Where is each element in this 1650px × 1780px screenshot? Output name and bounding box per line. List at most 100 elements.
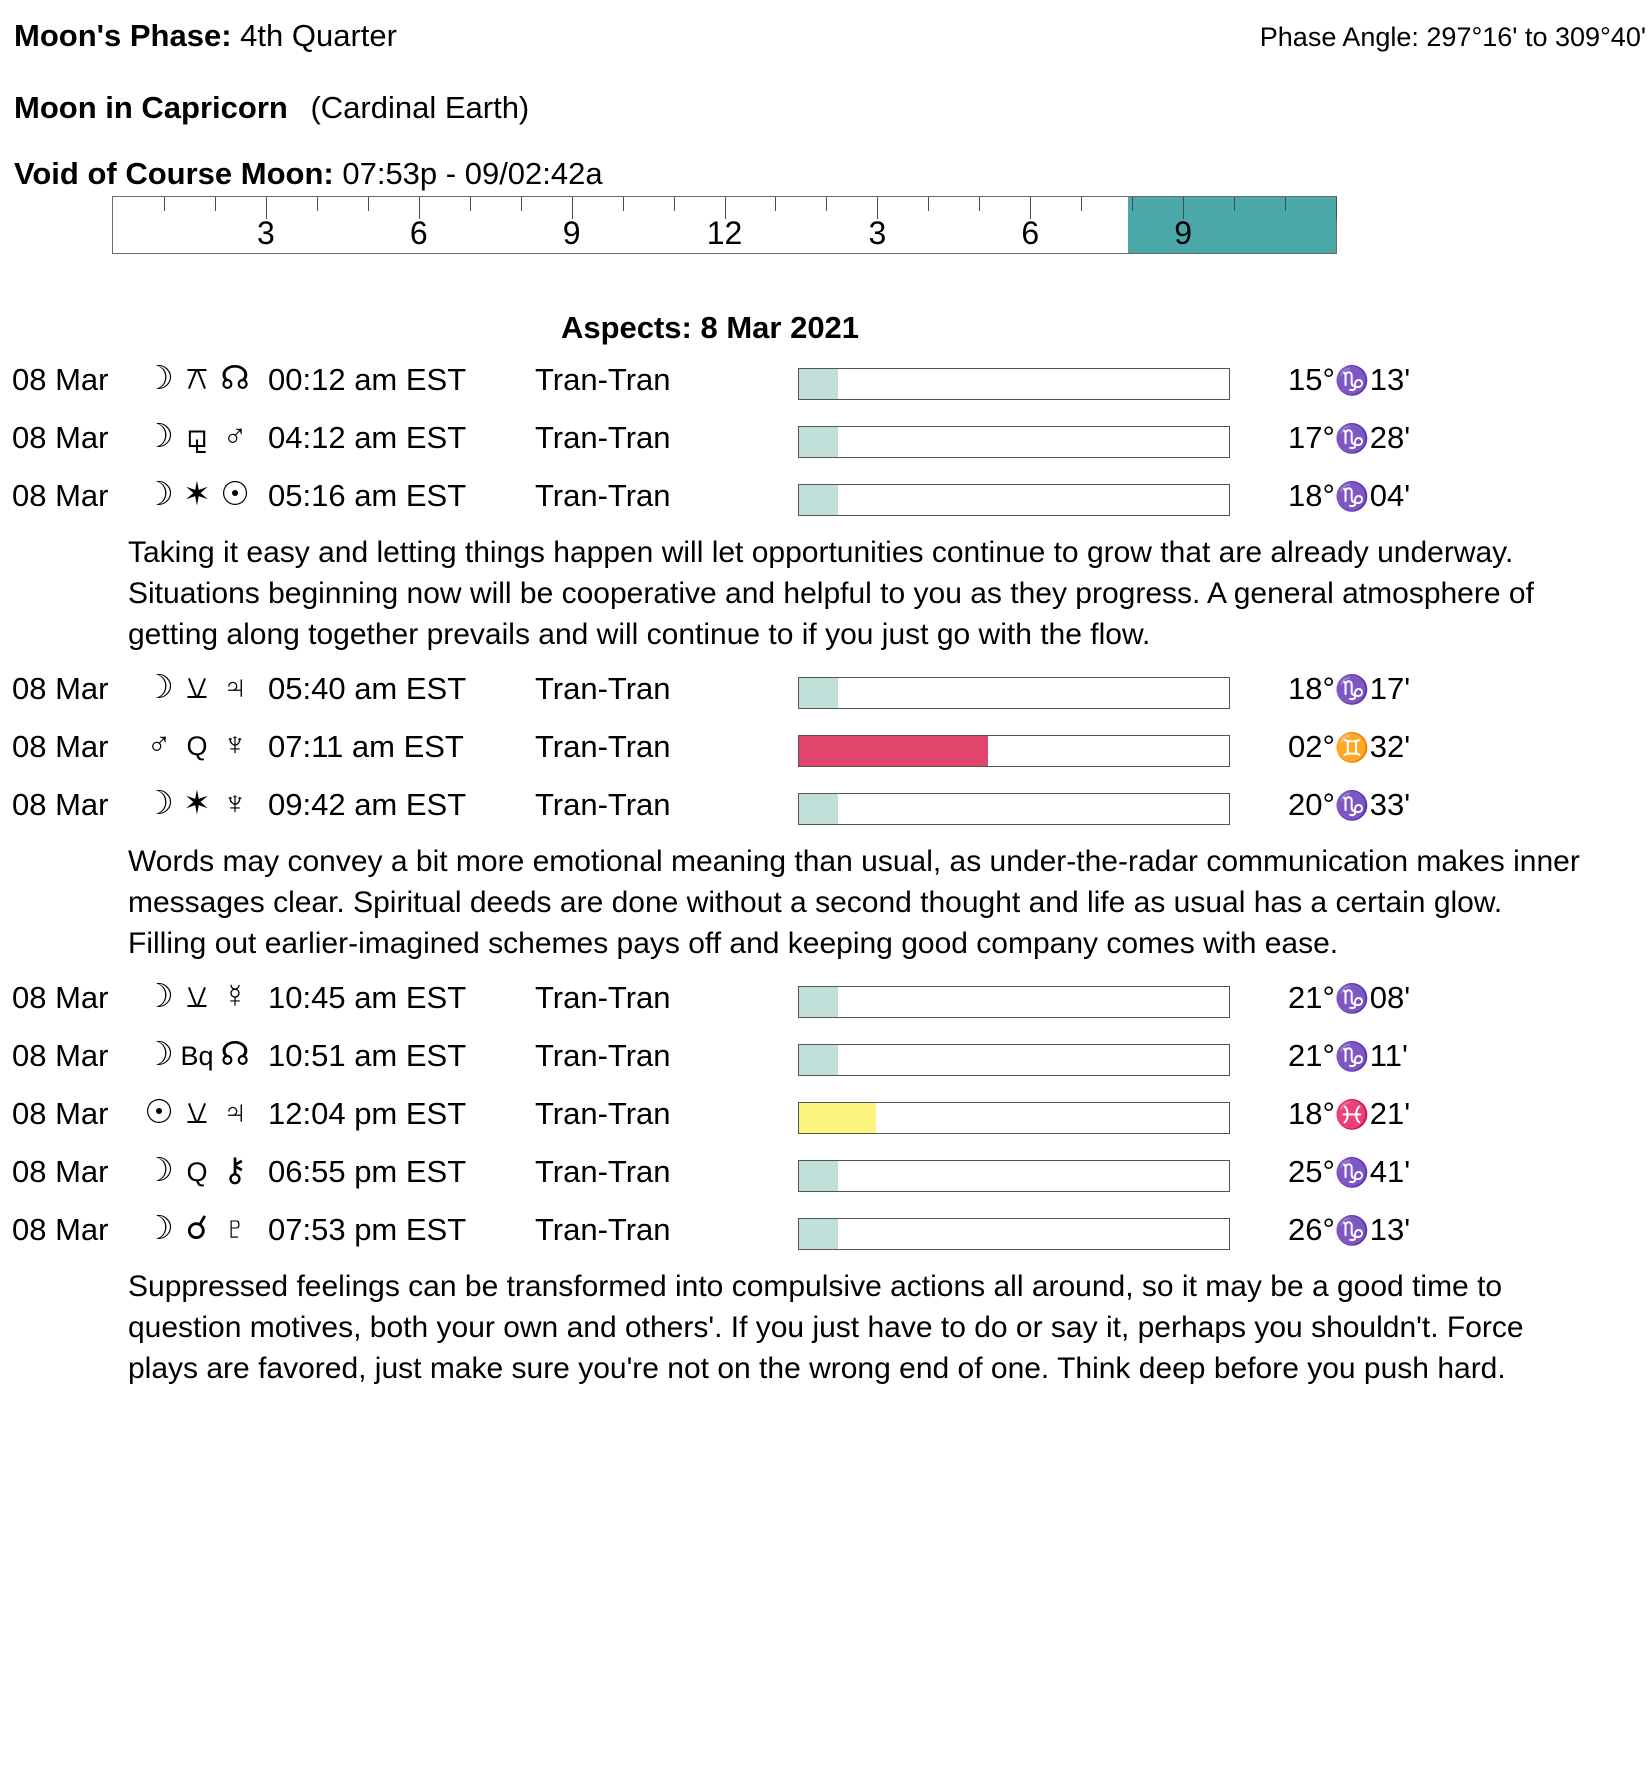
aspect-time: 07:53 pm EST xyxy=(268,1212,467,1247)
aspect-symbol-icon: ✶ xyxy=(183,475,211,512)
aspect-row[interactable]: 08 Mar ☽ Q ⚷ 06:55 pm EST Tran-Tran 25°♑41' xyxy=(0,1148,1650,1206)
ruler-tick-label: 3 xyxy=(868,215,887,251)
planet2-icon: ♆ xyxy=(222,784,248,821)
zodiac-sign-icon: ♑ xyxy=(1334,790,1370,821)
planet2-icon: ♂ xyxy=(222,417,248,454)
aspect-glyphs: ☽ ⚺ ☿ xyxy=(140,976,254,1016)
aspect-row[interactable]: 08 Mar ☉ ⚺ ♃ 12:04 pm EST Tran-Tran 18°♓21' xyxy=(0,1090,1650,1148)
aspect-time: 04:12 am EST xyxy=(268,420,467,455)
ruler-tick xyxy=(1030,197,1032,219)
planet1-icon: ☽ xyxy=(144,417,174,454)
position-minute: 21' xyxy=(1369,1096,1411,1131)
moon-sign-line: Moon in Capricorn (Cardinal Earth) xyxy=(14,86,529,130)
aspect-type: Tran-Tran xyxy=(535,980,671,1015)
phase-angle: Phase Angle: 297°16' to 309°40' xyxy=(1259,22,1646,52)
position-minute: 11' xyxy=(1369,1038,1408,1073)
aspect-strength-bar xyxy=(798,986,1230,1018)
aspect-strength-fill xyxy=(799,736,989,766)
aspect-strength-fill xyxy=(799,1161,838,1191)
position-minute: 41' xyxy=(1369,1154,1411,1189)
moon-phase-line: Moon's Phase: 4th Quarter xyxy=(14,14,397,58)
aspect-strength-fill xyxy=(799,485,838,515)
moon-sign-row: Moon in Capricorn (Cardinal Earth) xyxy=(0,86,1650,152)
position-degree: 20° xyxy=(1288,787,1335,822)
aspect-row[interactable]: 08 Mar ☽ ⚺ ☿ 10:45 am EST Tran-Tran 21°♑08' xyxy=(0,974,1650,1032)
aspect-position: 18°♑04' xyxy=(1288,478,1410,514)
aspect-date: 08 Mar xyxy=(12,729,109,764)
aspect-time: 10:51 am EST xyxy=(268,1038,467,1073)
time-ruler-track[interactable]: 3 6 9 12 3 6 9 xyxy=(112,196,1337,254)
aspect-position: 18°♑17' xyxy=(1288,671,1410,707)
aspect-row[interactable]: 08 Mar ☽ Bq ☊ 10:51 am EST Tran-Tran 21°♑11' xyxy=(0,1032,1650,1090)
aspect-position: 15°♑13' xyxy=(1288,362,1410,398)
aspect-glyphs: ☽ ⚻ ☊ xyxy=(140,358,254,398)
aspect-glyphs: ☽ ✶ ☉ xyxy=(140,474,254,513)
ruler-tick xyxy=(265,197,267,219)
aspect-strength-bar xyxy=(798,484,1230,516)
ruler-tick xyxy=(316,197,318,211)
aspect-symbol-icon: ☌ xyxy=(185,1209,209,1246)
planet1-icon: ☽ xyxy=(144,1035,174,1072)
aspect-type: Tran-Tran xyxy=(535,1096,671,1131)
moon-phase-value: 4th Quarter xyxy=(240,18,397,53)
planet1-icon: ☽ xyxy=(144,784,174,821)
aspect-time: 10:45 am EST xyxy=(268,980,467,1015)
planet2-icon: ♆ xyxy=(222,725,248,762)
aspect-strength-bar xyxy=(798,1218,1230,1250)
position-degree: 15° xyxy=(1288,362,1335,397)
aspect-row[interactable]: 08 Mar ☽ ⚻ ☊ 00:12 am EST Tran-Tran 15°♑13' xyxy=(0,356,1650,414)
ruler-tick-label: 9 xyxy=(1174,215,1193,251)
aspect-strength-bar xyxy=(798,793,1230,825)
planet2-icon: ♃ xyxy=(222,1093,248,1130)
aspect-date: 08 Mar xyxy=(12,362,109,397)
zodiac-sign-icon: ♑ xyxy=(1334,481,1370,512)
position-degree: 21° xyxy=(1288,1038,1335,1073)
aspect-glyphs: ☽ ✶ ♆ xyxy=(140,783,254,822)
aspect-glyphs: ☽ Q ⚷ xyxy=(140,1150,254,1189)
ruler-tick xyxy=(163,197,165,211)
position-degree: 17° xyxy=(1288,420,1335,455)
ruler-tick-label: 6 xyxy=(1021,215,1040,251)
void-of-course-label: Void of Course Moon: xyxy=(14,156,334,191)
aspect-row[interactable]: 08 Mar ♂ Q ♆ 07:11 am EST Tran-Tran 02°♊32' xyxy=(0,723,1650,781)
planet1-icon: ☽ xyxy=(144,1209,174,1246)
aspect-interpretation: Taking it easy and letting things happen… xyxy=(128,536,1534,651)
aspect-position: 26°♑13' xyxy=(1288,1212,1410,1248)
ruler-tick xyxy=(1336,197,1337,219)
aspect-time: 06:55 pm EST xyxy=(268,1154,467,1189)
aspect-row[interactable]: 08 Mar ☽ ✶ ☉ 05:16 am EST Tran-Tran 18°♑04' xyxy=(0,472,1650,530)
aspect-date: 08 Mar xyxy=(12,1096,109,1131)
aspect-strength-fill xyxy=(799,369,838,399)
aspect-symbol-icon: ⚺ xyxy=(186,977,208,1014)
ruler-tick xyxy=(1234,197,1236,211)
ruler-tick xyxy=(622,197,624,211)
aspect-symbol-icon: Bq xyxy=(180,1041,214,1071)
aspect-row[interactable]: 08 Mar ☽ ⚼ ♂ 04:12 am EST Tran-Tran 17°♑28' xyxy=(0,414,1650,472)
zodiac-sign-icon: ♑ xyxy=(1334,1157,1370,1188)
aspect-type: Tran-Tran xyxy=(535,362,671,397)
aspect-strength-fill xyxy=(799,1103,877,1133)
aspect-strength-fill xyxy=(799,1219,838,1249)
time-ruler: 3 6 9 12 3 6 9 xyxy=(112,196,1337,258)
aspect-date: 08 Mar xyxy=(12,1038,109,1073)
aspect-row[interactable]: 08 Mar ☽ ⚺ ♃ 05:40 am EST Tran-Tran 18°♑17' xyxy=(0,665,1650,723)
position-degree: 02° xyxy=(1288,729,1335,764)
zodiac-sign-icon: ♊ xyxy=(1334,732,1370,763)
aspect-strength-bar xyxy=(798,426,1230,458)
ruler-tick xyxy=(928,197,930,211)
moon-phase-label: Moon's Phase: xyxy=(14,18,232,53)
aspect-glyphs: ☽ ☌ ♇ xyxy=(140,1208,254,1247)
aspect-date: 08 Mar xyxy=(12,1154,109,1189)
aspect-type: Tran-Tran xyxy=(535,478,671,513)
ruler-tick xyxy=(1285,197,1287,211)
aspect-row[interactable]: 08 Mar ☽ ✶ ♆ 09:42 am EST Tran-Tran 20°♑33' xyxy=(0,781,1650,839)
aspect-row[interactable]: 08 Mar ☽ ☌ ♇ 07:53 pm EST Tran-Tran 26°♑13' xyxy=(0,1206,1650,1264)
position-minute: 33' xyxy=(1369,787,1411,822)
aspect-strength-fill xyxy=(799,427,838,457)
planet1-icon: ♂ xyxy=(146,725,172,762)
ruler-tick xyxy=(979,197,981,211)
void-of-course-line: Void of Course Moon: 07:53p - 09/02:42a xyxy=(14,152,603,196)
aspect-position: 21°♑11' xyxy=(1288,1038,1408,1074)
position-degree: 18° xyxy=(1288,671,1335,706)
planet2-icon: ☊ xyxy=(220,359,250,396)
